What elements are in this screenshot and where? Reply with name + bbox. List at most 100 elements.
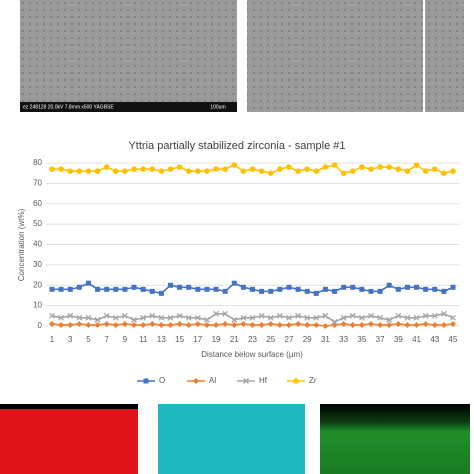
marker	[194, 320, 201, 327]
marker	[143, 378, 149, 384]
marker	[186, 284, 192, 290]
marker	[304, 314, 311, 321]
sem-caption-bar	[20, 102, 237, 112]
marker	[285, 314, 292, 321]
marker	[213, 310, 220, 317]
marker	[249, 314, 256, 321]
marker	[258, 321, 265, 328]
marker	[368, 166, 374, 172]
x-tick-label: 19	[212, 335, 221, 344]
marker	[413, 314, 420, 321]
marker	[121, 320, 128, 327]
marker	[122, 168, 128, 174]
marker	[359, 164, 365, 170]
marker	[432, 286, 438, 292]
legend-label: O	[159, 376, 165, 385]
marker	[422, 320, 429, 327]
marker	[94, 168, 101, 174]
marker	[149, 166, 156, 172]
x-tick-label: 45	[449, 335, 458, 344]
marker	[386, 282, 392, 288]
marker	[131, 284, 137, 290]
x-tick-label: 17	[193, 335, 202, 344]
marker	[158, 168, 165, 174]
marker	[358, 314, 365, 321]
sem-image-left	[20, 0, 237, 112]
marker	[423, 286, 429, 292]
marker	[268, 288, 274, 294]
marker	[49, 312, 55, 319]
marker	[112, 321, 119, 328]
x-tick-label: 37	[376, 335, 385, 344]
marker	[103, 320, 110, 327]
marker	[331, 318, 338, 325]
marker	[450, 284, 456, 290]
sem-scale: 100um	[210, 104, 225, 110]
map-red	[0, 404, 138, 474]
marker	[103, 164, 110, 170]
marker	[349, 168, 356, 174]
marker	[358, 321, 365, 328]
marker	[58, 286, 64, 292]
marker	[213, 286, 219, 292]
marker	[340, 314, 347, 321]
marker	[131, 166, 137, 172]
marker	[58, 314, 65, 321]
marker	[49, 166, 55, 172]
x-tick-label: 9	[123, 335, 128, 344]
marker	[304, 166, 310, 172]
marker	[404, 314, 411, 321]
marker	[286, 164, 292, 170]
sem-caption: ez 248128 20.0kV 7.8mm x500 YAGBSE	[23, 104, 114, 110]
marker	[85, 321, 92, 328]
marker	[276, 321, 283, 328]
marker	[121, 312, 128, 319]
marker	[231, 321, 238, 328]
marker	[431, 312, 438, 319]
marker	[104, 286, 110, 292]
y-tick-label: 30	[33, 260, 42, 269]
marker	[440, 310, 447, 317]
legend-label: Zr	[309, 376, 317, 385]
x-tick-label: 31	[321, 335, 330, 344]
marker	[431, 166, 438, 172]
marker	[277, 286, 283, 292]
marker	[322, 323, 329, 329]
y-tick-label: 0	[38, 321, 43, 330]
marker	[349, 321, 356, 328]
map-cyan	[158, 404, 305, 474]
x-tick-label: 41	[412, 335, 421, 344]
marker	[422, 312, 429, 319]
marker	[395, 312, 402, 319]
marker	[340, 320, 347, 327]
marker	[322, 286, 328, 292]
y-tick-label: 60	[33, 199, 42, 208]
marker	[58, 166, 64, 172]
marker	[313, 314, 320, 321]
marker	[231, 316, 238, 323]
marker	[213, 321, 220, 328]
marker	[258, 168, 265, 174]
marker	[158, 290, 164, 296]
marker	[49, 286, 55, 292]
x-tick-label: 15	[175, 335, 184, 344]
marker	[49, 320, 55, 327]
marker	[368, 288, 374, 294]
marker	[85, 168, 92, 174]
marker	[377, 321, 384, 328]
marker	[185, 168, 192, 174]
marker	[204, 168, 210, 174]
marker	[158, 321, 165, 328]
marker	[185, 321, 192, 328]
marker	[295, 312, 302, 319]
marker	[195, 168, 201, 174]
x-tick-label: 21	[230, 335, 239, 344]
marker	[204, 286, 210, 292]
marker	[250, 286, 255, 292]
marker	[158, 314, 165, 321]
marker	[149, 320, 156, 327]
x-tick-label: 7	[104, 335, 109, 344]
marker	[258, 312, 265, 319]
marker	[404, 321, 411, 328]
marker	[240, 284, 246, 290]
